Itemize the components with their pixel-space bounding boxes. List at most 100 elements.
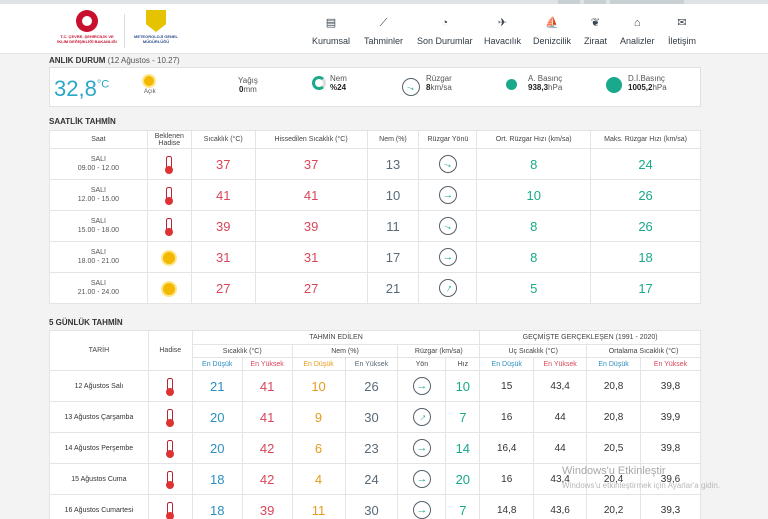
- sun-icon: [163, 252, 176, 265]
- pressure-icon: [606, 77, 622, 93]
- day-label: SALI: [90, 280, 106, 287]
- header-temp-low: En Düşük: [191, 357, 243, 371]
- hum-high-value: 30: [344, 401, 399, 433]
- wind-direction-icon: [412, 377, 431, 395]
- date-cell: 12 Ağustos Salı: [49, 370, 149, 402]
- table-row: SALI 09.00 - 12.00 37 37 13 8 24: [49, 148, 701, 180]
- wind-direction-icon: [438, 186, 457, 204]
- time-cell: SALI 18.00 - 21.00: [49, 241, 148, 273]
- current-temperature: 32,8°C: [54, 76, 109, 102]
- avg-wind-value: 8: [476, 241, 592, 273]
- rain-unit: mm: [243, 85, 257, 94]
- top-strip-button-1[interactable]: [558, 0, 580, 4]
- nav-label: Kurumsal: [312, 36, 351, 46]
- mean-high-value: 39,3: [640, 494, 701, 519]
- extreme-high-value: 43,6: [533, 494, 588, 519]
- pressure-icon: [506, 79, 517, 90]
- top-strip-button-3[interactable]: [610, 0, 684, 4]
- wind-direction-cell: [397, 463, 447, 495]
- nav-son-durumlar[interactable]: ◔ Son Durumlar: [417, 16, 473, 46]
- header-hissedilen: Hissedilen Sıcaklık (°C): [254, 130, 368, 149]
- mean-low-value: 20,2: [586, 494, 642, 519]
- current-temp-unit: °C: [96, 78, 110, 91]
- nav-tahminler[interactable]: ⟋ Tahminler: [364, 16, 403, 46]
- leaf-icon: ❦: [590, 17, 601, 29]
- sky-label: Açık: [144, 89, 156, 95]
- nav-kurumsal[interactable]: ▤ Kurumsal: [312, 16, 350, 46]
- extreme-low-value: 16,4: [479, 432, 535, 464]
- day-label: SALI: [90, 156, 106, 163]
- mgm-logo[interactable]: METEOROLOJİ GENEL MÜDÜRLÜĞÜ: [132, 10, 180, 54]
- analysis-icon: ⌂: [633, 17, 641, 29]
- top-strip-button-2[interactable]: [584, 0, 606, 4]
- max-wind-value: 18: [590, 241, 701, 273]
- now-title-text: ANLIK DURUM: [49, 56, 106, 65]
- temp-low-value: 18: [191, 494, 243, 519]
- nav-iletisim[interactable]: ✉ İletişim: [668, 16, 696, 46]
- temperature-value: 41: [190, 179, 256, 211]
- event-cell: [147, 432, 193, 464]
- event-cell: [146, 148, 192, 180]
- nav-havacilik[interactable]: ✈ Havacılık: [484, 16, 521, 46]
- nav-ziraat[interactable]: ❦ Ziraat: [584, 16, 607, 46]
- extreme-low-value: 14,8: [479, 494, 535, 519]
- station-pressure-label: A. Basınç: [528, 74, 563, 83]
- hourly-title: SAATLİK TAHMİN: [49, 117, 116, 126]
- nav-analizler[interactable]: ⌂ Analizler: [620, 16, 655, 46]
- ministry-seal-icon: [76, 10, 98, 32]
- wind-direction-icon: [402, 78, 420, 96]
- temperature-value: 39: [190, 210, 256, 242]
- current-temp-value: 32,8: [54, 76, 97, 101]
- wind-direction-icon: [412, 501, 431, 519]
- extreme-low-value: 16: [479, 463, 535, 495]
- feels-like-value: 41: [254, 179, 368, 211]
- humidity-value: 10: [366, 179, 420, 211]
- wind-label: Rüzgar: [426, 74, 452, 83]
- header-mean-high: En Yüksek: [640, 357, 701, 371]
- station-pressure-cell: A. Basınç 938,3hPa: [506, 74, 562, 92]
- sun-icon: [163, 283, 176, 296]
- logo-divider: [124, 14, 125, 48]
- table-row: SALI 21.00 - 24.00 27 27 21 5 17: [49, 272, 701, 304]
- event-cell: [146, 210, 192, 242]
- wind-unit: km/sa: [430, 83, 452, 92]
- ministry-logo[interactable]: T.C. ÇEVRE, ŞEHİRCİLİK VE İKLİM DEĞİŞİKL…: [55, 10, 119, 54]
- daily-title: 5 GÜNLÜK TAHMİN: [49, 318, 123, 327]
- hum-high-value: 26: [344, 370, 399, 402]
- activation-watermark-text: Windows'u etkinleştirmek için Ayarlar'a …: [562, 481, 721, 490]
- extreme-low-value: 15: [479, 370, 535, 402]
- nav-denizcilik[interactable]: ⛵ Denizcilik: [533, 16, 571, 46]
- max-wind-value: 26: [590, 210, 701, 242]
- header-temp-high: En Yüksek: [241, 357, 293, 371]
- header-nem: Nem (%): [366, 130, 420, 149]
- ministry-logo-text: T.C. ÇEVRE, ŞEHİRCİLİK VE İKLİM DEĞİŞİKL…: [57, 34, 117, 44]
- time-cell: SALI 21.00 - 24.00: [49, 272, 148, 304]
- table-row: 12 Ağustos Salı 21 41 10 26 10 15 43,4 2…: [49, 370, 701, 402]
- wind-value: 8: [426, 83, 431, 92]
- station-pressure-unit: hPa: [548, 83, 563, 92]
- rain-label: Yağış: [238, 76, 258, 85]
- wind-speed-value: 10: [445, 370, 481, 402]
- wind-direction-cell: [397, 494, 447, 519]
- hum-low-value: 4: [291, 463, 346, 495]
- clock-icon: ◔: [441, 17, 449, 29]
- header-hum-high: En Yüksek: [344, 357, 399, 371]
- document-icon: ▤: [325, 17, 337, 29]
- table-row: SALI 15.00 - 18.00 39 39 11 8 26: [49, 210, 701, 242]
- header-tarih: TARİH: [49, 330, 149, 371]
- humidity-value: 17: [366, 241, 420, 273]
- feels-like-value: 31: [254, 241, 368, 273]
- thermometer-icon: [165, 218, 174, 237]
- wind-direction-icon: [412, 439, 431, 457]
- hum-low-value: 11: [291, 494, 346, 519]
- wind-direction-cell: [418, 241, 478, 273]
- day-label: SALI: [90, 218, 106, 225]
- thermometer-icon: [166, 409, 175, 428]
- wind-direction-icon: [412, 408, 431, 426]
- header-wind: Rüzgar (km/sa): [397, 344, 481, 358]
- feels-like-value: 27: [254, 272, 368, 304]
- chart-icon: ⟋: [379, 17, 388, 29]
- header-extreme-high: En Yüksek: [533, 357, 588, 371]
- nav-label: Son Durumlar: [417, 36, 473, 46]
- mean-high-value: 39,8: [640, 432, 701, 464]
